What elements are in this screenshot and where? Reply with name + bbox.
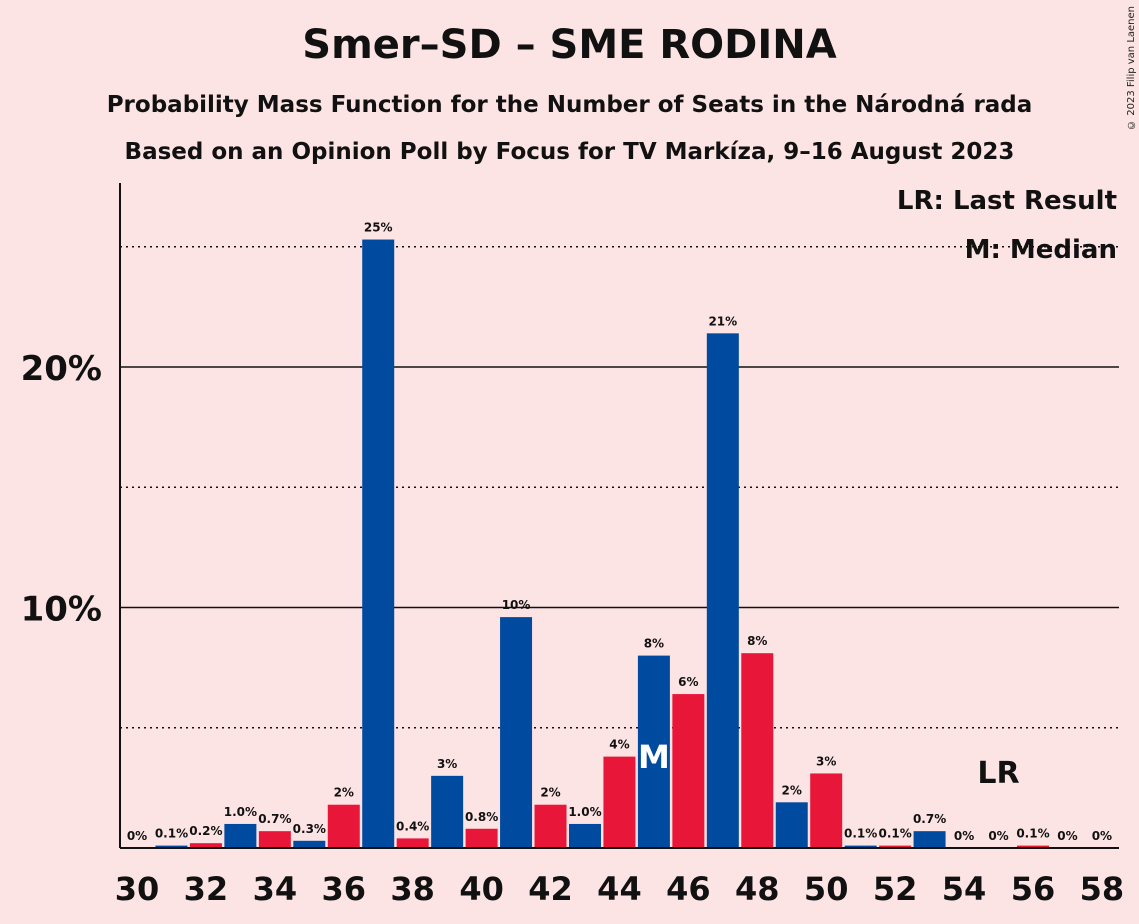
chart-subtitle-source: Based on an Opinion Poll by Focus for TV…	[124, 139, 1015, 165]
value-label-seat-47: 21%	[708, 314, 737, 328]
x-tick-label: 56	[1011, 870, 1056, 908]
value-label-seat-58: 0%	[1092, 829, 1112, 843]
x-tick-label: 58	[1080, 870, 1125, 908]
bar-seat-39	[431, 775, 464, 848]
value-label-seat-42: 2%	[540, 786, 560, 800]
value-label-seat-52: 0.1%	[878, 827, 911, 841]
value-label-seat-41: 10%	[502, 598, 531, 612]
value-label-seat-35: 0.3%	[293, 822, 326, 836]
value-label-seat-37: 25%	[364, 221, 393, 235]
bar-seat-34	[258, 831, 291, 848]
value-label-seat-45: 8%	[644, 637, 664, 651]
last-result-marker: LR	[977, 756, 1019, 791]
legend-last-result: LR: Last Result	[897, 186, 1117, 216]
x-tick-label: 52	[873, 870, 918, 908]
value-label-seat-32: 0.2%	[189, 824, 222, 838]
bar-seat-31	[155, 845, 188, 848]
value-label-seat-40: 0.8%	[465, 810, 498, 824]
bar-seat-46	[672, 694, 705, 848]
value-label-seat-53: 0.7%	[913, 812, 946, 826]
bar-seat-35	[293, 840, 326, 848]
value-label-seat-34: 0.7%	[258, 812, 291, 826]
value-label-seat-48: 8%	[747, 634, 767, 648]
bar-seat-52	[879, 845, 912, 848]
y-tick-label: 20%	[21, 349, 102, 389]
bar-seat-51	[844, 845, 877, 848]
value-label-seat-51: 0.1%	[844, 827, 877, 841]
value-label-seat-36: 2%	[334, 786, 354, 800]
y-tick-label: 10%	[21, 590, 102, 630]
x-tick-label: 38	[390, 870, 435, 908]
value-label-seat-39: 3%	[437, 757, 457, 771]
x-tick-label: 50	[804, 870, 849, 908]
value-label-seat-55: 0%	[988, 829, 1008, 843]
value-label-seat-46: 6%	[678, 675, 698, 689]
value-label-seat-43: 1.0%	[568, 805, 601, 819]
bar-seat-56	[1016, 845, 1049, 848]
bar-seat-37	[362, 239, 395, 848]
bar-seat-47	[706, 333, 739, 849]
bar-seat-50	[810, 773, 843, 848]
bar-seat-38	[396, 838, 429, 848]
bar-seat-40	[465, 828, 498, 848]
bar-seat-32	[189, 843, 222, 848]
x-tick-label: 54	[942, 870, 987, 908]
x-tick-label: 32	[184, 870, 229, 908]
bar-seat-43	[568, 823, 601, 848]
bar-seat-49	[775, 802, 808, 848]
x-tick-label: 30	[115, 870, 160, 908]
x-tick-label: 34	[253, 870, 298, 908]
x-tick-label: 44	[597, 870, 642, 908]
x-tick-label: 40	[459, 870, 504, 908]
value-label-seat-50: 3%	[816, 754, 836, 768]
value-label-seat-57: 0%	[1057, 829, 1077, 843]
value-label-seat-44: 4%	[609, 738, 629, 752]
x-tick-label: 46	[666, 870, 711, 908]
chart-subtitle: Probability Mass Function for the Number…	[106, 92, 1033, 118]
bar-seat-33	[224, 823, 257, 848]
x-tick-label: 36	[321, 870, 366, 908]
bar-seat-45	[637, 655, 670, 848]
value-label-seat-49: 2%	[782, 783, 802, 797]
bar-seat-53	[913, 831, 946, 848]
x-tick-label: 42	[528, 870, 573, 908]
value-label-seat-38: 0.4%	[396, 819, 429, 833]
median-marker: M	[638, 738, 670, 776]
value-label-seat-33: 1.0%	[224, 805, 257, 819]
value-label-seat-30: 0%	[127, 829, 147, 843]
value-label-seat-54: 0%	[954, 829, 974, 843]
bar-seat-48	[741, 653, 774, 848]
x-tick-label: 48	[735, 870, 780, 908]
bar-seat-41	[500, 617, 533, 848]
legend-median: M: Median	[965, 235, 1117, 265]
value-label-seat-56: 0.1%	[1016, 827, 1049, 841]
bar-seat-42	[534, 804, 567, 848]
bar-seat-44	[603, 756, 636, 848]
chart-title: Smer–SD – SME RODINA	[302, 22, 837, 68]
bar-seat-36	[327, 804, 360, 848]
value-label-seat-31: 0.1%	[155, 827, 188, 841]
